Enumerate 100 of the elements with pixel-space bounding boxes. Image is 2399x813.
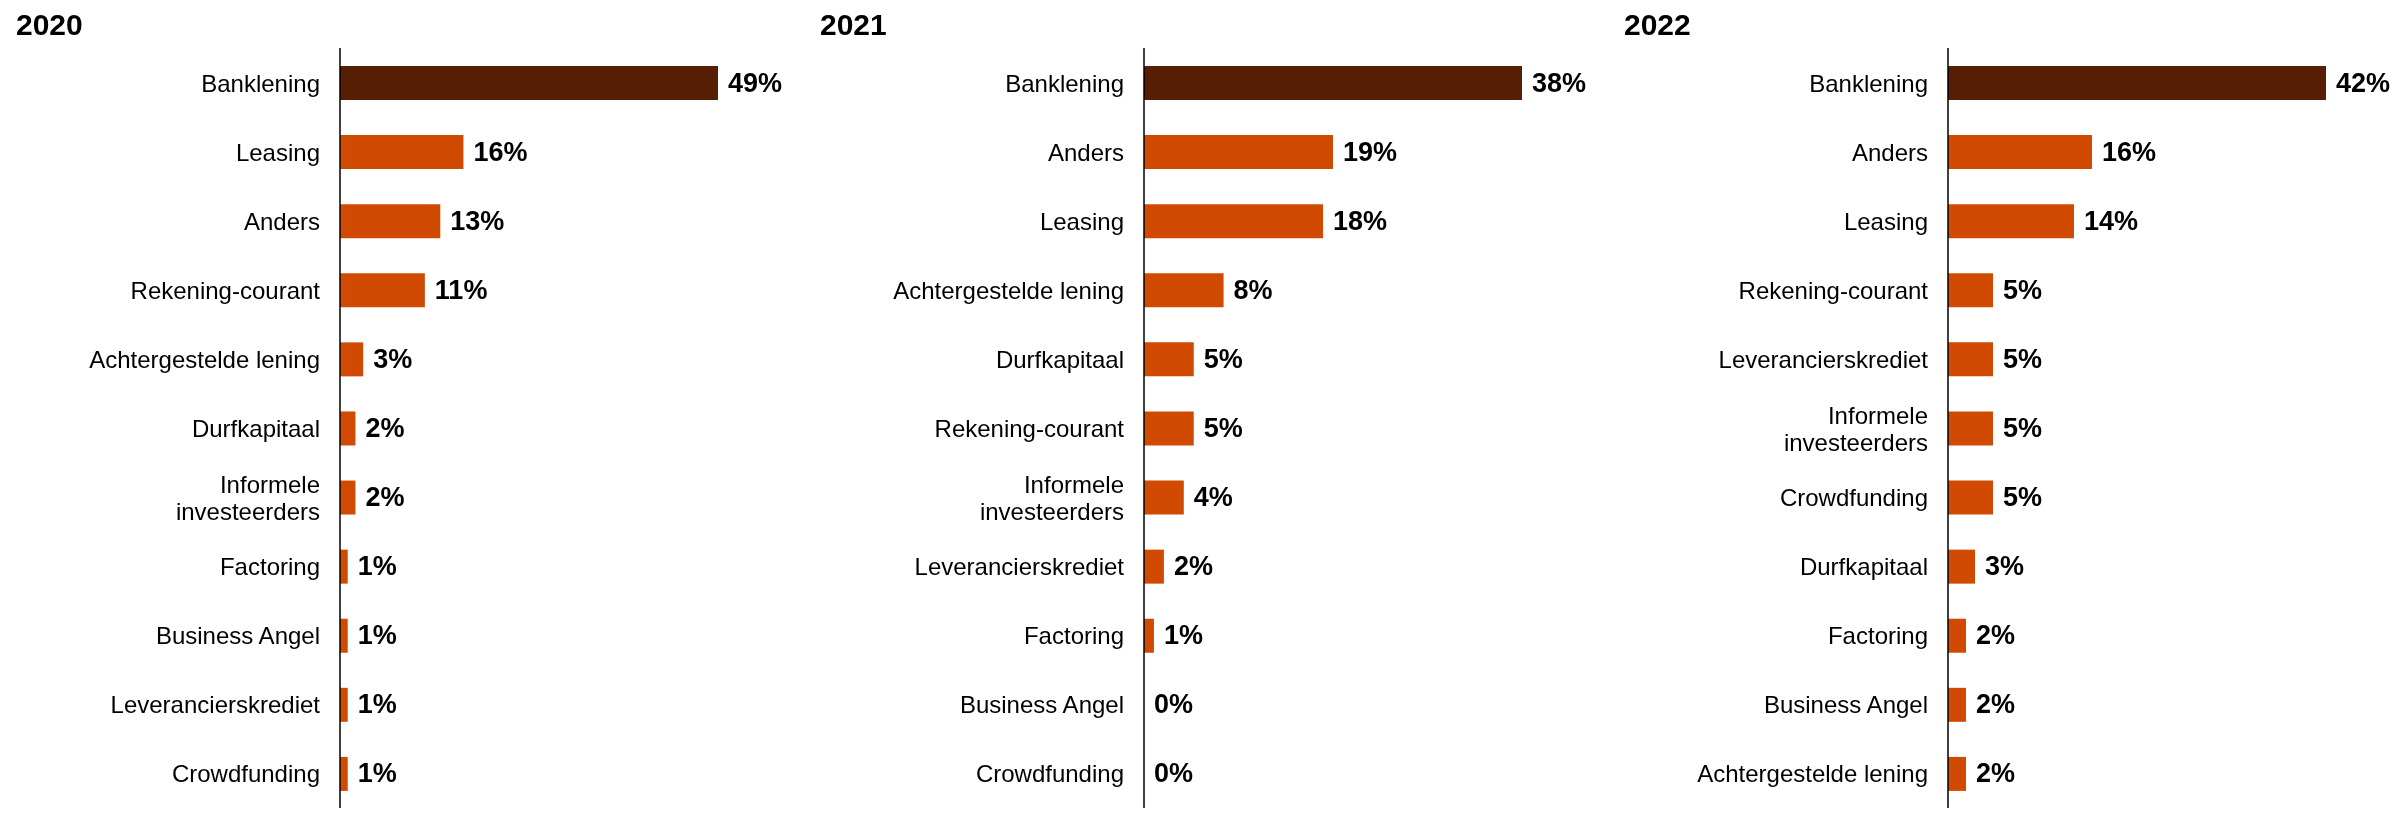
data-label: 0% <box>1154 758 1194 789</box>
y-tick-label: Business Angel <box>155 621 320 649</box>
bar <box>1948 135 2092 170</box>
data-label: 2% <box>1173 551 1213 582</box>
y-tick-label: Leasing <box>1843 207 1928 235</box>
data-label: 1% <box>357 758 397 789</box>
bar <box>1948 411 1993 446</box>
y-tick-label: Informele investeerders <box>175 470 320 525</box>
bar <box>1948 66 2326 100</box>
text: 2022 <box>1623 8 1692 43</box>
data-label: 4% <box>1193 482 1233 513</box>
bar <box>1948 549 1975 584</box>
data-label: 1% <box>357 551 397 582</box>
y-tick-label: Informele investeerders <box>979 470 1124 525</box>
data-label: 5% <box>1203 413 1243 443</box>
bar <box>340 204 441 239</box>
bar <box>1948 618 1966 653</box>
bar <box>1948 756 1966 791</box>
bar <box>1144 204 1324 239</box>
y-tick-label: Leverancierskrediet <box>914 552 1125 580</box>
y-tick-label: Rekening-courant <box>1738 276 1929 304</box>
data-label: 5% <box>2003 343 2043 374</box>
y-tick-label: Anders <box>1851 138 1928 166</box>
data-label: 13% <box>450 205 505 236</box>
data-label: 5% <box>2003 482 2043 513</box>
y-tick-label: Rekening-courant <box>130 276 321 304</box>
text: 2021 <box>819 8 888 43</box>
data-label: 2% <box>365 482 405 513</box>
y-tick-label: Leasing <box>1039 207 1124 235</box>
y-tick-label: Banklening <box>201 69 320 97</box>
y-tick-label: Leverancierskrediet <box>110 690 321 718</box>
bar <box>340 687 348 722</box>
bar <box>340 618 348 653</box>
data-label: 16% <box>2102 136 2157 167</box>
y-tick-label: Crowdfunding <box>975 759 1124 787</box>
bar <box>1144 480 1184 515</box>
data-label: 5% <box>1203 343 1243 374</box>
data-label: 38% <box>1532 67 1587 98</box>
data-label: 5% <box>2003 413 2043 443</box>
data-label: 5% <box>2003 274 2043 305</box>
bar <box>340 411 356 446</box>
y-tick-label: Anders <box>1047 138 1124 166</box>
data-label: 1% <box>357 620 397 651</box>
y-tick-label: Achtergestelde lening <box>893 276 1124 304</box>
bar <box>1948 204 2074 239</box>
y-tick-label: Informele investeerders <box>1783 401 1928 455</box>
bar <box>1144 342 1194 377</box>
bar <box>1144 66 1522 100</box>
y-tick-label: Banklening <box>1809 69 1928 97</box>
y-tick-label: Banklening <box>1005 69 1124 97</box>
text: 2020 <box>15 8 84 43</box>
data-label: 49% <box>728 67 783 98</box>
y-tick-label: Business Angel <box>1763 690 1928 718</box>
y-tick-label: Leasing <box>235 138 320 166</box>
data-label: 14% <box>2084 205 2139 236</box>
y-tick-label: Rekening-courant <box>934 414 1125 442</box>
y-tick-label: Achtergestelde lening <box>89 345 320 373</box>
data-label: 8% <box>1233 274 1273 305</box>
y-tick-label: Factoring <box>219 552 320 580</box>
bar <box>340 480 356 515</box>
data-label: 3% <box>1985 551 2025 582</box>
bar <box>1144 273 1224 308</box>
bar <box>340 756 348 791</box>
y-tick-label: Factoring <box>1827 621 1928 649</box>
y-tick-label: Durfkapitaal <box>191 414 320 442</box>
bar <box>1144 135 1333 170</box>
y-tick-label: Leverancierskrediet <box>1718 345 1929 373</box>
bar <box>1144 618 1154 653</box>
bar <box>1948 342 1993 377</box>
bar <box>340 135 464 170</box>
data-label: 0% <box>1154 689 1194 720</box>
bar <box>1948 687 1966 722</box>
bar <box>1144 411 1194 446</box>
data-label: 18% <box>1333 205 1388 236</box>
data-label: 2% <box>365 413 405 443</box>
data-label: 3% <box>373 343 413 374</box>
bar <box>1144 549 1164 584</box>
bar <box>340 549 348 584</box>
data-label: 19% <box>1343 136 1398 167</box>
data-label: 2% <box>1976 758 2016 789</box>
y-tick-label: Crowdfunding <box>171 759 320 787</box>
bar <box>1948 273 1993 308</box>
y-tick-label: Business Angel <box>959 690 1124 718</box>
data-label: 11% <box>434 274 488 305</box>
y-tick-label: Durfkapitaal <box>995 345 1124 373</box>
y-tick-label: Factoring <box>1023 621 1124 649</box>
data-label: 1% <box>1163 620 1203 651</box>
bar <box>340 66 718 100</box>
y-tick-label: Durfkapitaal <box>1799 552 1928 580</box>
data-label: 42% <box>2336 67 2391 98</box>
data-label: 2% <box>1976 620 2016 651</box>
y-tick-label: Achtergestelde lening <box>1697 759 1928 787</box>
data-label: 2% <box>1976 689 2016 720</box>
y-tick-label: Crowdfunding <box>1779 483 1928 511</box>
data-label: 16% <box>473 136 528 167</box>
bar <box>340 342 364 377</box>
y-tick-label: Anders <box>243 207 320 235</box>
data-label: 1% <box>357 689 397 720</box>
bar <box>1948 480 1993 515</box>
bar <box>340 273 425 308</box>
